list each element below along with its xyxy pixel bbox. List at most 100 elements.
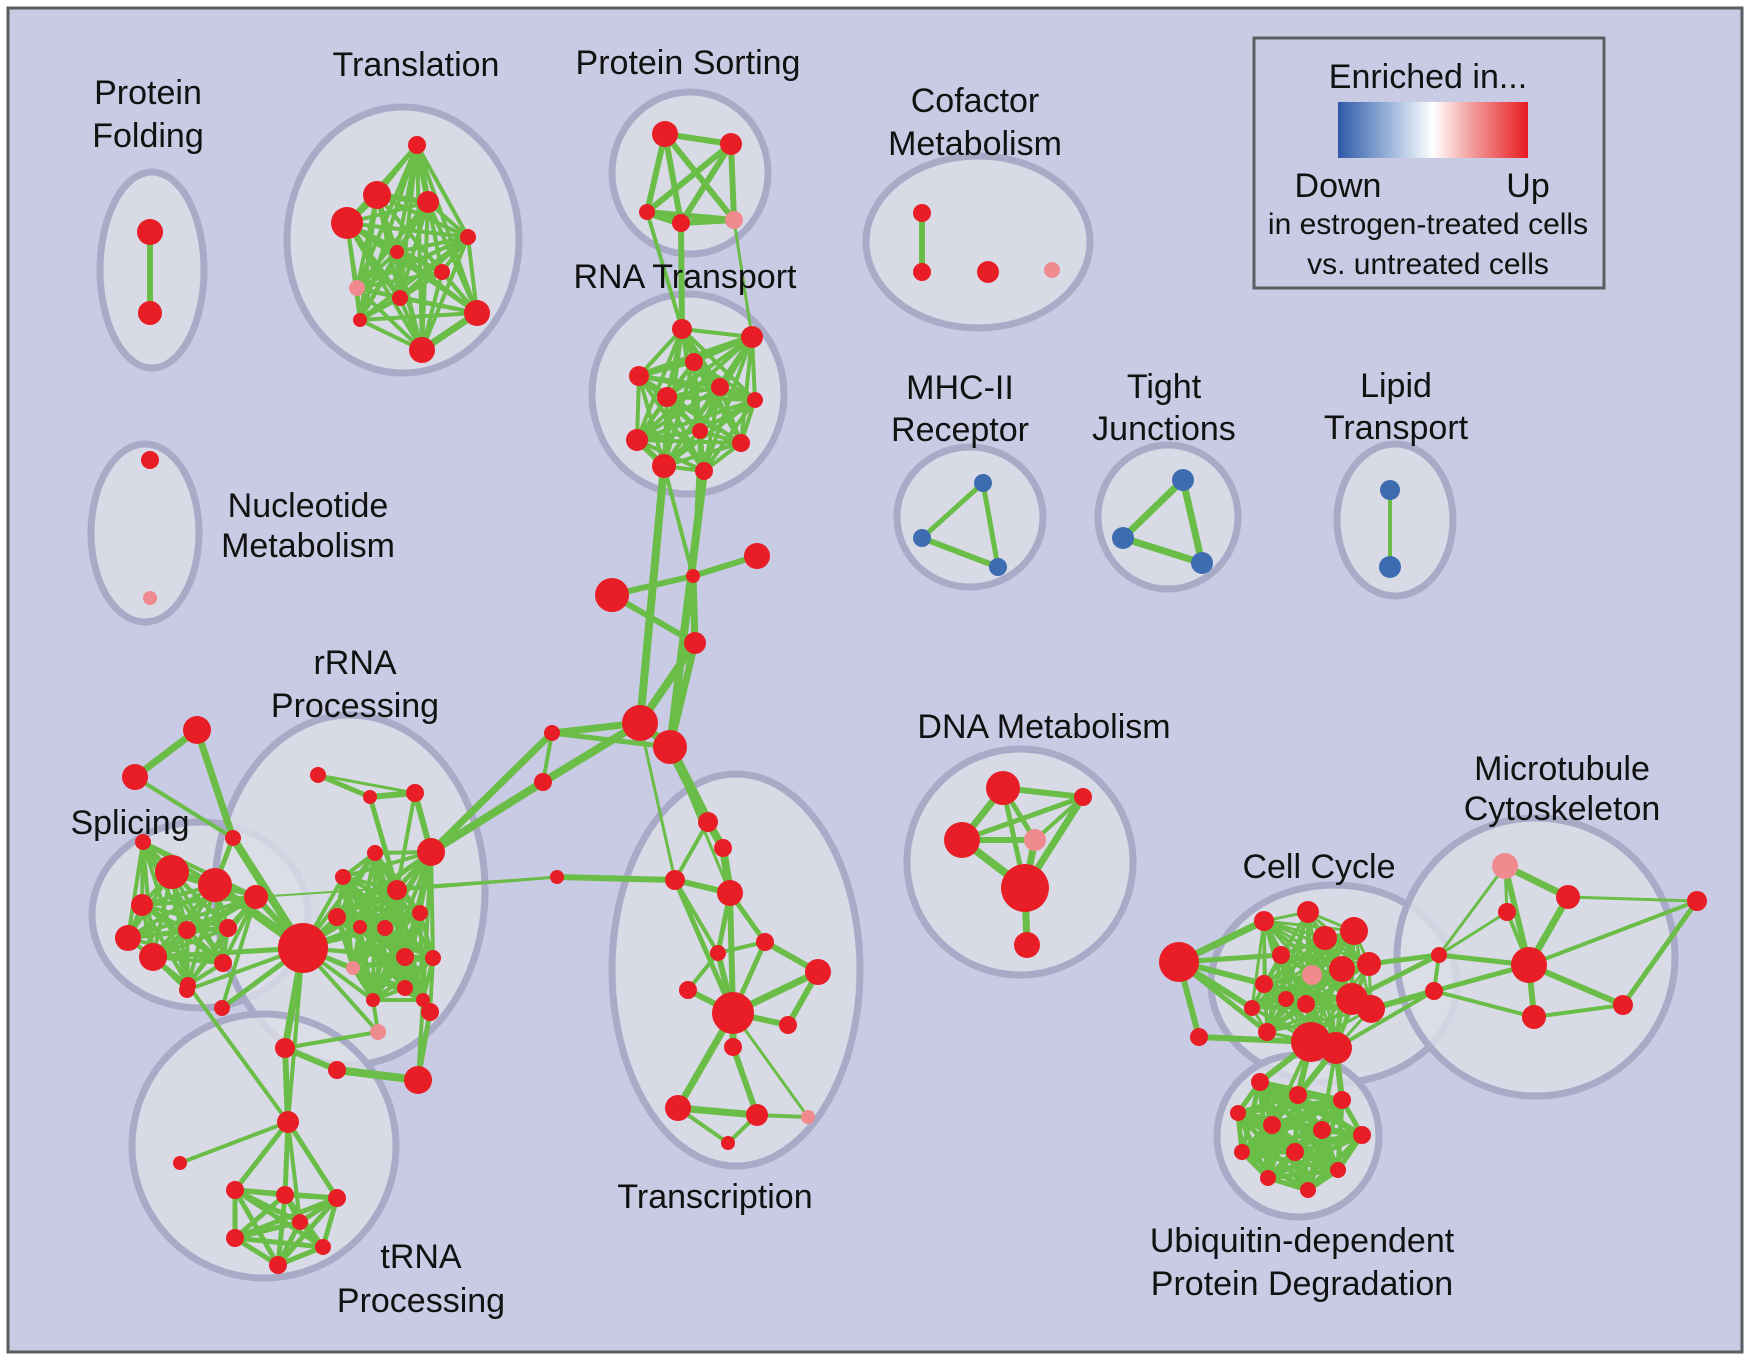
cluster-trna-processing-bubble — [128, 1010, 400, 1282]
network-edge — [635, 385, 722, 442]
node-mt1 — [1556, 885, 1580, 909]
node-cc5 — [1272, 946, 1290, 964]
network-edge — [186, 983, 290, 1124]
node-t2 — [363, 181, 391, 209]
network-edge — [395, 791, 417, 892]
node-rt7 — [747, 392, 763, 408]
network-edge — [1532, 1003, 1625, 1019]
network-edge — [398, 296, 479, 315]
cluster-label-tight-junctions: Tight — [1127, 368, 1202, 406]
network-edge — [637, 327, 684, 378]
node-s6 — [178, 921, 196, 939]
cluster-label-lipid-transport: Lipid — [1360, 367, 1432, 405]
network-edge — [133, 775, 235, 840]
node-cc2 — [1297, 901, 1319, 923]
node-cc7 — [1357, 952, 1381, 976]
network-edge — [286, 1120, 302, 1224]
node-u2 — [1289, 1086, 1307, 1104]
node-u7 — [1353, 1126, 1371, 1144]
cluster-label-ubiquitin-degradation: Ubiquitin-dependent — [1150, 1222, 1455, 1260]
node-mt4 — [1522, 1005, 1546, 1029]
cluster-label-rna-transport: RNA Transport — [574, 258, 798, 296]
node-ch9 — [550, 870, 564, 884]
node-t9 — [392, 290, 408, 306]
node-cc10 — [1244, 1000, 1260, 1016]
cluster-label-mhc-ii-receptor: MHC-II — [906, 369, 1014, 407]
node-tr8 — [679, 981, 697, 999]
node-u3 — [1333, 1091, 1351, 1109]
network-edge — [427, 729, 556, 856]
node-m2 — [913, 529, 931, 547]
node-tr14 — [801, 1110, 815, 1124]
network-edge — [193, 726, 237, 842]
network-edge — [395, 235, 470, 254]
node-ch2 — [595, 578, 629, 612]
cluster-label-cofactor-metabolism: Metabolism — [888, 125, 1062, 163]
node-s5 — [139, 943, 167, 971]
cluster-mhc-ii-receptor-bubble — [893, 443, 1047, 591]
network-edge — [635, 327, 684, 442]
node-ch3 — [744, 543, 770, 569]
node-cc6 — [1329, 956, 1355, 982]
network-edge — [665, 335, 754, 399]
node-t10 — [464, 300, 490, 326]
network-edge — [355, 200, 430, 290]
node-lp2 — [1379, 556, 1401, 578]
network-edge — [691, 429, 702, 578]
legend-gradient-bar — [1338, 102, 1528, 158]
network-edge — [232, 1192, 288, 1241]
node-cc13 — [1357, 995, 1385, 1023]
network-edge — [730, 1044, 760, 1118]
node-rr13 — [425, 950, 441, 966]
node-tj1 — [1172, 469, 1194, 491]
node-rr11 — [346, 961, 360, 975]
node-ch1 — [686, 569, 700, 583]
node-tr9 — [712, 992, 754, 1034]
node-h6 — [269, 1256, 287, 1274]
network-edge — [666, 639, 699, 751]
node-mt7 — [1687, 891, 1707, 911]
node-d4 — [1024, 829, 1046, 851]
network-edge — [141, 840, 230, 930]
network-edge — [637, 374, 757, 402]
legend-down-label: Down — [1295, 167, 1382, 205]
cluster-label-tight-junctions: Junctions — [1092, 410, 1236, 448]
node-ch8 — [544, 725, 560, 741]
node-rr2 — [363, 790, 377, 804]
node-tri3 — [225, 830, 241, 846]
network-edge — [678, 141, 734, 226]
cluster-label-nucleotide-metabolism: Nucleotide — [228, 487, 389, 525]
cluster-label-protein-folding: Folding — [92, 117, 204, 155]
network-edge — [1250, 919, 1266, 1010]
node-cc9 — [1278, 991, 1294, 1007]
network-edge — [680, 327, 754, 339]
node-ch4 — [684, 632, 706, 654]
node-rr5 — [335, 869, 351, 885]
node-cc8 — [1255, 975, 1273, 993]
network-edge — [286, 946, 305, 1124]
node-cc4 — [1340, 917, 1368, 945]
node-ps5 — [725, 211, 743, 229]
node-tr6 — [710, 945, 726, 961]
node-t3 — [331, 207, 363, 239]
node-h4 — [226, 1229, 244, 1247]
network-edge — [1369, 963, 1531, 1011]
node-cc3 — [1313, 926, 1337, 950]
node-rt1 — [672, 319, 692, 339]
network-edge — [420, 270, 444, 352]
node-tr10 — [779, 1016, 797, 1034]
node-cc11 — [1297, 995, 1315, 1013]
network-edge — [635, 438, 706, 473]
node-nm2 — [143, 591, 157, 605]
node-cf3 — [977, 261, 999, 283]
network-edge — [178, 1120, 290, 1165]
cluster-label-trna-processing: tRNA — [380, 1238, 462, 1276]
network-edge — [316, 773, 417, 795]
node-tr12 — [665, 1095, 691, 1121]
node-rr6 — [387, 880, 407, 900]
network-edge — [919, 535, 1001, 570]
network-edge — [645, 210, 684, 331]
cluster-label-nucleotide-metabolism: Metabolism — [221, 527, 395, 565]
network-edge — [662, 385, 722, 468]
cluster-label-rrna-processing: Processing — [271, 687, 439, 725]
